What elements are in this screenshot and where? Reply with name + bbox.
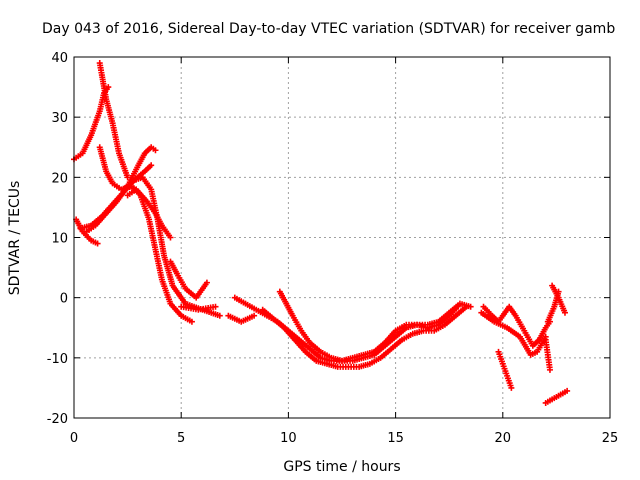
data-point (94, 240, 101, 247)
data-point (105, 84, 112, 91)
y-tick-label: 20 (51, 171, 68, 186)
data-points (71, 60, 571, 406)
data-point (561, 309, 568, 316)
y-tick-label: 40 (51, 51, 68, 66)
y-tick-label: -10 (47, 352, 68, 367)
data-point (203, 279, 210, 286)
data-point (251, 312, 258, 319)
data-point (148, 162, 155, 169)
ticks: 0 5 10 15 20 25 -20 -10 0 10 20 30 40 (47, 51, 619, 446)
data-point (508, 384, 515, 391)
x-tick-label: 20 (495, 431, 512, 446)
data-point (188, 318, 195, 325)
data-point (546, 366, 553, 373)
y-tick-label: 10 (51, 232, 68, 247)
x-tick-label: 5 (177, 431, 185, 446)
plot-frame (73, 56, 611, 419)
x-tick-label: 0 (70, 431, 78, 446)
x-tick-label: 10 (280, 431, 297, 446)
data-point (152, 147, 159, 154)
data-point (564, 387, 571, 394)
data-point (212, 303, 219, 310)
y-tick-label: -20 (47, 412, 68, 427)
grid (74, 57, 610, 418)
chart-title: Day 043 of 2016, Sidereal Day-to-day VTE… (42, 21, 615, 37)
x-axis-label: GPS time / hours (283, 459, 400, 475)
y-axis-label: SDTVAR / TECUs (7, 181, 23, 296)
y-tick-label: 30 (51, 111, 68, 126)
data-point (454, 303, 461, 310)
y-tick-label: 0 (60, 292, 68, 307)
x-tick-label: 15 (387, 431, 404, 446)
data-point (167, 234, 174, 241)
data-point (216, 312, 223, 319)
x-tick-label: 25 (602, 431, 619, 446)
data-point (463, 303, 470, 310)
